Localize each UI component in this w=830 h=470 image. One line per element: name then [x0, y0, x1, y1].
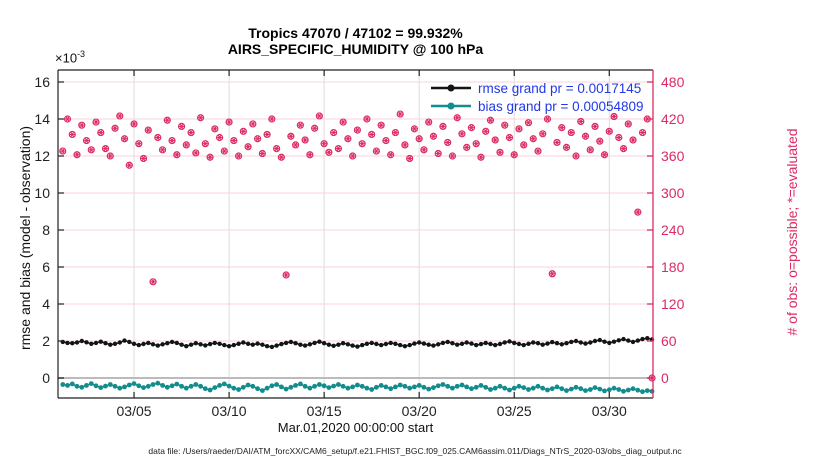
exponent-power: -3: [77, 49, 86, 59]
x-tick-label: 03/15: [306, 403, 342, 419]
x-tick-label: 03/10: [211, 403, 247, 419]
data-file-path: data file: /Users/raeder/DAI/ATM_forcXX/…: [148, 446, 682, 456]
y-right-tick-label: 480: [661, 74, 685, 90]
bias-legend-marker-icon: [431, 102, 471, 110]
y-right-tick-label: 240: [661, 222, 685, 238]
y-right-axis-label: # of obs: o=possible; *=evaluated: [784, 128, 800, 336]
y-right-tick-label: 180: [661, 259, 685, 275]
plot-title: Tropics 47070 / 47102 = 99.932% AIRS_SPE…: [58, 25, 653, 57]
y-left-tick-label: 12: [34, 148, 50, 164]
y-left-tick-label: 6: [42, 259, 50, 275]
x-tick-label: 03/30: [591, 403, 627, 419]
y-right-tick-label: 60: [661, 333, 677, 349]
plot-title-line2: AIRS_SPECIFIC_HUMIDITY @ 100 hPa: [227, 41, 484, 57]
legend-label: bias grand pr = 0.00054809: [478, 98, 644, 114]
x-tick-label: 03/20: [401, 403, 437, 419]
legend-item-bias: bias grand pr = 0.00054809: [431, 98, 644, 114]
legend-item-rmse: rmse grand pr = 0.0017145: [431, 80, 644, 96]
y-left-tick-label: 0: [42, 370, 50, 386]
horizontal-gridlines: [58, 81, 653, 342]
bias-line-series: [60, 380, 655, 395]
y-right-tick-label: 0: [661, 370, 669, 386]
axis-ticks: [58, 70, 653, 398]
legend: rmse grand pr = 0.0017145 bias grand pr =…: [431, 80, 644, 114]
x-axis-label: Mar.01,2020 00:00:00 start: [277, 420, 434, 435]
y-right-tick-label: 420: [661, 111, 685, 127]
y-left-exponent-label: ×10-3: [55, 49, 85, 65]
y-left-tick-label: 4: [42, 296, 50, 312]
rmse-line-series: [60, 336, 655, 350]
y-right-tick-label: 120: [661, 296, 685, 312]
y-right-tick-label: 300: [661, 185, 685, 201]
y-left-tick-label: 2: [42, 333, 50, 349]
obs-scatter-series: [59, 110, 656, 382]
y-right-tick-label: 360: [661, 148, 685, 164]
y-left-tick-label: 16: [34, 74, 50, 90]
y-left-tick-label: 8: [42, 222, 50, 238]
axes-spines: [57, 69, 654, 399]
x-tick-label: 03/25: [496, 403, 532, 419]
rmse-legend-marker-icon: [431, 84, 471, 92]
exponent-base: ×10: [55, 50, 78, 66]
plot-title-line1: Tropics 47070 / 47102 = 99.932%: [248, 25, 463, 41]
y-left-tick-label: 14: [34, 111, 50, 127]
legend-label: rmse grand pr = 0.0017145: [478, 80, 642, 96]
x-tick-label: 03/05: [116, 403, 152, 419]
y-left-tick-label: 10: [34, 185, 50, 201]
